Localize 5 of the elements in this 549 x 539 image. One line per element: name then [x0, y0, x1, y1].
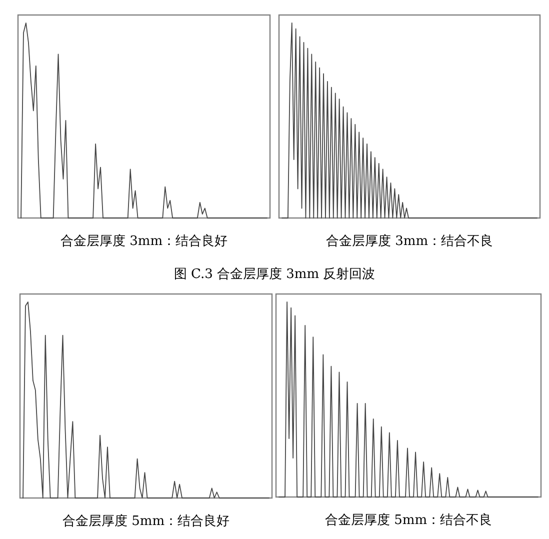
x-axis-title: 合金层厚度 5mm：结合不良: [324, 512, 492, 528]
x-axis-title: 合金层厚度 5mm：结合良好: [62, 513, 230, 529]
text: 图 C.3 合金层厚度 3mm 反射回波: [174, 266, 376, 282]
x-axis-title: 合金层厚度 3mm：结合不良: [326, 233, 494, 249]
x-axis-title: 合金层厚度 3mm：结合良好: [60, 233, 228, 249]
